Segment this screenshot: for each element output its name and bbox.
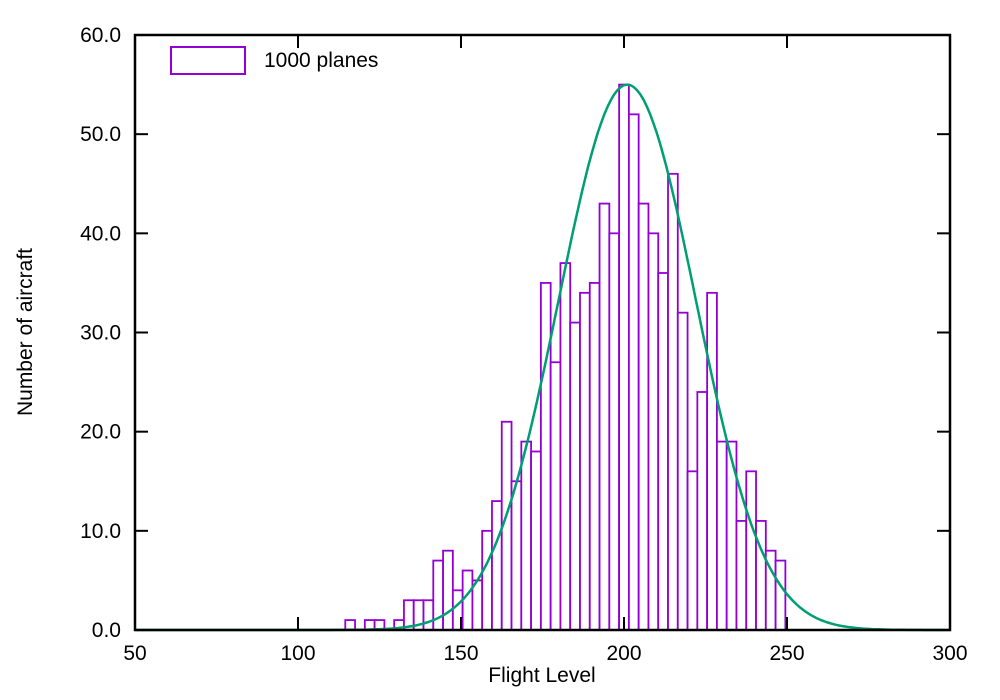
histogram-bar xyxy=(471,579,484,631)
x-tick-label: 50 xyxy=(123,642,146,665)
legend-label: 1000 planes xyxy=(264,48,379,72)
histogram-bar xyxy=(647,232,660,631)
histogram-bar xyxy=(520,440,532,631)
histogram-bar xyxy=(774,559,787,631)
histogram-bar xyxy=(598,202,611,631)
y-tick-label: 50.0 xyxy=(80,123,121,146)
histogram-bar xyxy=(549,361,562,631)
histogram-bar xyxy=(461,569,474,631)
histogram-bar xyxy=(344,619,356,631)
y-tick-label: 0.0 xyxy=(92,619,121,642)
histogram-bar xyxy=(569,321,581,631)
histogram-bar xyxy=(442,549,454,631)
x-tick-label: 200 xyxy=(606,642,641,665)
legend: 1000 planes xyxy=(170,46,378,75)
histogram-bar xyxy=(637,202,650,631)
histogram-bar xyxy=(696,391,709,631)
histogram-bar xyxy=(676,311,689,631)
x-axis-title: Flight Level xyxy=(488,664,596,687)
histogram-bar xyxy=(491,500,503,631)
x-tick-label: 300 xyxy=(932,642,967,665)
legend-swatch-histogram xyxy=(170,46,246,75)
histogram-bar xyxy=(735,520,748,631)
histogram-bar xyxy=(588,282,601,631)
histogram-bar xyxy=(608,232,621,631)
y-tick-label: 10.0 xyxy=(80,520,121,543)
histogram-bar xyxy=(716,440,728,631)
y-tick-label: 40.0 xyxy=(80,222,121,245)
histogram-bar xyxy=(706,291,718,631)
histogram-bar xyxy=(422,599,435,631)
histogram-bar xyxy=(686,470,699,631)
histogram-bar xyxy=(745,470,757,631)
x-tick-label: 250 xyxy=(769,642,804,665)
histogram-bar xyxy=(481,529,493,631)
histogram-bar xyxy=(579,291,591,631)
histogram-bar xyxy=(510,480,523,631)
y-axis-title: Number of aircraft xyxy=(14,247,37,417)
y-tick-label: 30.0 xyxy=(80,322,121,345)
histogram-bar xyxy=(627,113,640,631)
histogram-bar xyxy=(559,262,572,631)
y-tick-label: 20.0 xyxy=(80,421,121,444)
histogram-bar xyxy=(530,450,542,631)
x-tick-label: 100 xyxy=(280,642,315,665)
histogram-bar xyxy=(657,272,669,631)
histogram-bar xyxy=(539,282,552,631)
x-tick-label: 150 xyxy=(443,642,478,665)
histogram-bar xyxy=(618,83,630,631)
y-tick-label: 60.0 xyxy=(80,24,121,47)
histogram-bar xyxy=(667,172,679,631)
